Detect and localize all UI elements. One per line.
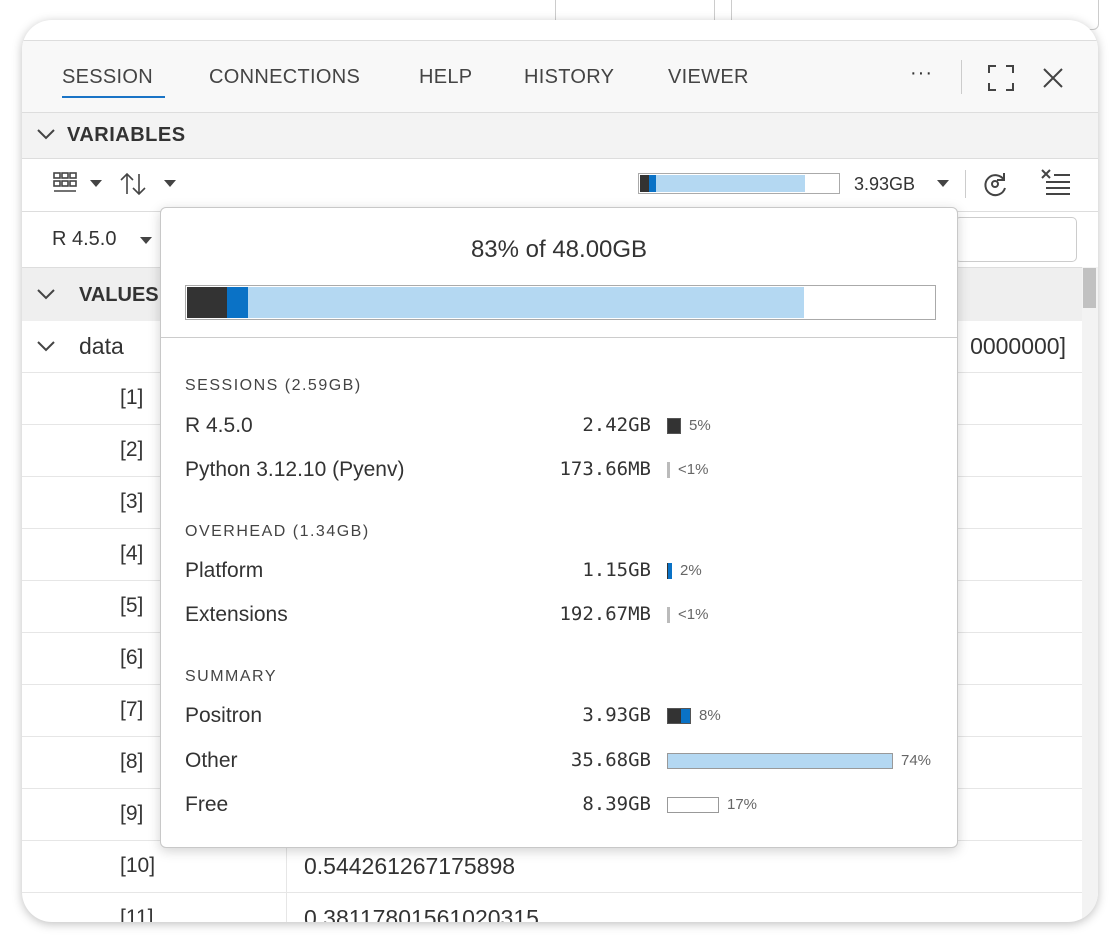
- item-name: Positron: [185, 704, 263, 727]
- close-button[interactable]: [1042, 67, 1064, 89]
- section-title: VARIABLES: [67, 124, 186, 146]
- variable-name: data: [79, 333, 124, 359]
- share-bar: [667, 797, 719, 813]
- item-size: 35.68GB: [570, 749, 651, 771]
- tab[interactable]: CONNECTIONS: [209, 66, 361, 88]
- row-index: [11]: [120, 906, 154, 922]
- share-bar: [667, 753, 893, 769]
- share-bar: [667, 462, 670, 478]
- memory-label[interactable]: 3.93GB: [854, 174, 916, 194]
- more-button[interactable]: ···: [910, 62, 933, 84]
- item-share: <1%: [678, 461, 709, 478]
- row-value: 0.544261267175898: [304, 853, 516, 879]
- row-index: [6]: [120, 646, 144, 669]
- item-name: Extensions: [185, 603, 288, 626]
- item-share: 5%: [689, 417, 711, 434]
- panel: SESSION CONNECTIONS HELP HISTORY VIEWER ··· …: [22, 20, 1098, 922]
- memory-bar[interactable]: [638, 173, 840, 194]
- item-size: 2.42GB: [582, 414, 651, 436]
- row-index: [5]: [120, 594, 144, 617]
- toolbar-icons[interactable]: [52, 170, 212, 198]
- item-share: 17%: [727, 796, 758, 813]
- row-index: [3]: [120, 490, 144, 513]
- row-index: [1]: [120, 386, 144, 409]
- row-index: [9]: [120, 802, 144, 825]
- popup-title: 83% of 48.00GB: [470, 236, 648, 263]
- item-share: <1%: [678, 606, 709, 623]
- tree-row[interactable]: [11] 0.38117801561020315: [22, 892, 1082, 922]
- memory-popup: 83% of 48.00GB SESSIONS (2.59GB) R 4.5.0 2…: [160, 207, 958, 848]
- session-selector[interactable]: R 4.5.0: [52, 228, 117, 250]
- clear-button[interactable]: [1040, 168, 1072, 196]
- item-name: Platform: [185, 559, 264, 582]
- item-size: 192.67MB: [559, 603, 651, 625]
- row-index: [8]: [120, 750, 144, 773]
- item-name: R 4.5.0: [185, 414, 253, 437]
- item-size: 173.66MB: [559, 458, 651, 480]
- active-tab-indicator: [62, 96, 165, 98]
- variable-summary: 0000000]: [970, 333, 1066, 359]
- tab[interactable]: HISTORY: [524, 66, 615, 88]
- scrollbar[interactable]: [1082, 267, 1098, 922]
- filter-input[interactable]: [955, 217, 1077, 262]
- share-bar: [667, 708, 691, 724]
- group-heading: SUMMARY: [185, 668, 277, 685]
- item-name: Python 3.12.10 (Pyenv): [185, 458, 405, 481]
- refresh-button[interactable]: [982, 170, 1010, 198]
- separator: [961, 60, 962, 94]
- row-index: [10]: [120, 854, 156, 877]
- share-bar: [667, 563, 672, 579]
- tab[interactable]: HELP: [419, 66, 473, 88]
- section-header[interactable]: VARIABLES: [22, 112, 1098, 159]
- row-value: 0.38117801561020315: [304, 905, 539, 922]
- item-size: 1.15GB: [582, 559, 651, 581]
- item-share: 8%: [699, 707, 721, 724]
- tab[interactable]: VIEWER: [668, 66, 749, 88]
- row-index: [7]: [120, 698, 144, 721]
- maximize-button[interactable]: [988, 65, 1014, 91]
- item-name: Free: [185, 793, 229, 816]
- group-heading: OVERHEAD (1.34GB): [185, 523, 370, 540]
- share-bar: [667, 607, 670, 623]
- item-size: 3.93GB: [582, 704, 651, 726]
- share-bar: [667, 418, 681, 434]
- separator: [965, 170, 966, 198]
- item-name: Other: [185, 749, 238, 772]
- item-share: 2%: [680, 562, 702, 579]
- item-size: 8.39GB: [582, 793, 651, 815]
- group-heading: SESSIONS (2.59GB): [185, 377, 362, 394]
- row-index: [4]: [120, 542, 144, 565]
- tree-row[interactable]: [10] 0.544261267175898: [22, 840, 1082, 893]
- tab[interactable]: SESSION: [62, 66, 154, 88]
- usage-bar: [185, 285, 936, 320]
- divider: [161, 337, 957, 338]
- row-index: [2]: [120, 438, 144, 461]
- item-share: 74%: [901, 752, 932, 769]
- values-title: VALUES: [79, 284, 159, 306]
